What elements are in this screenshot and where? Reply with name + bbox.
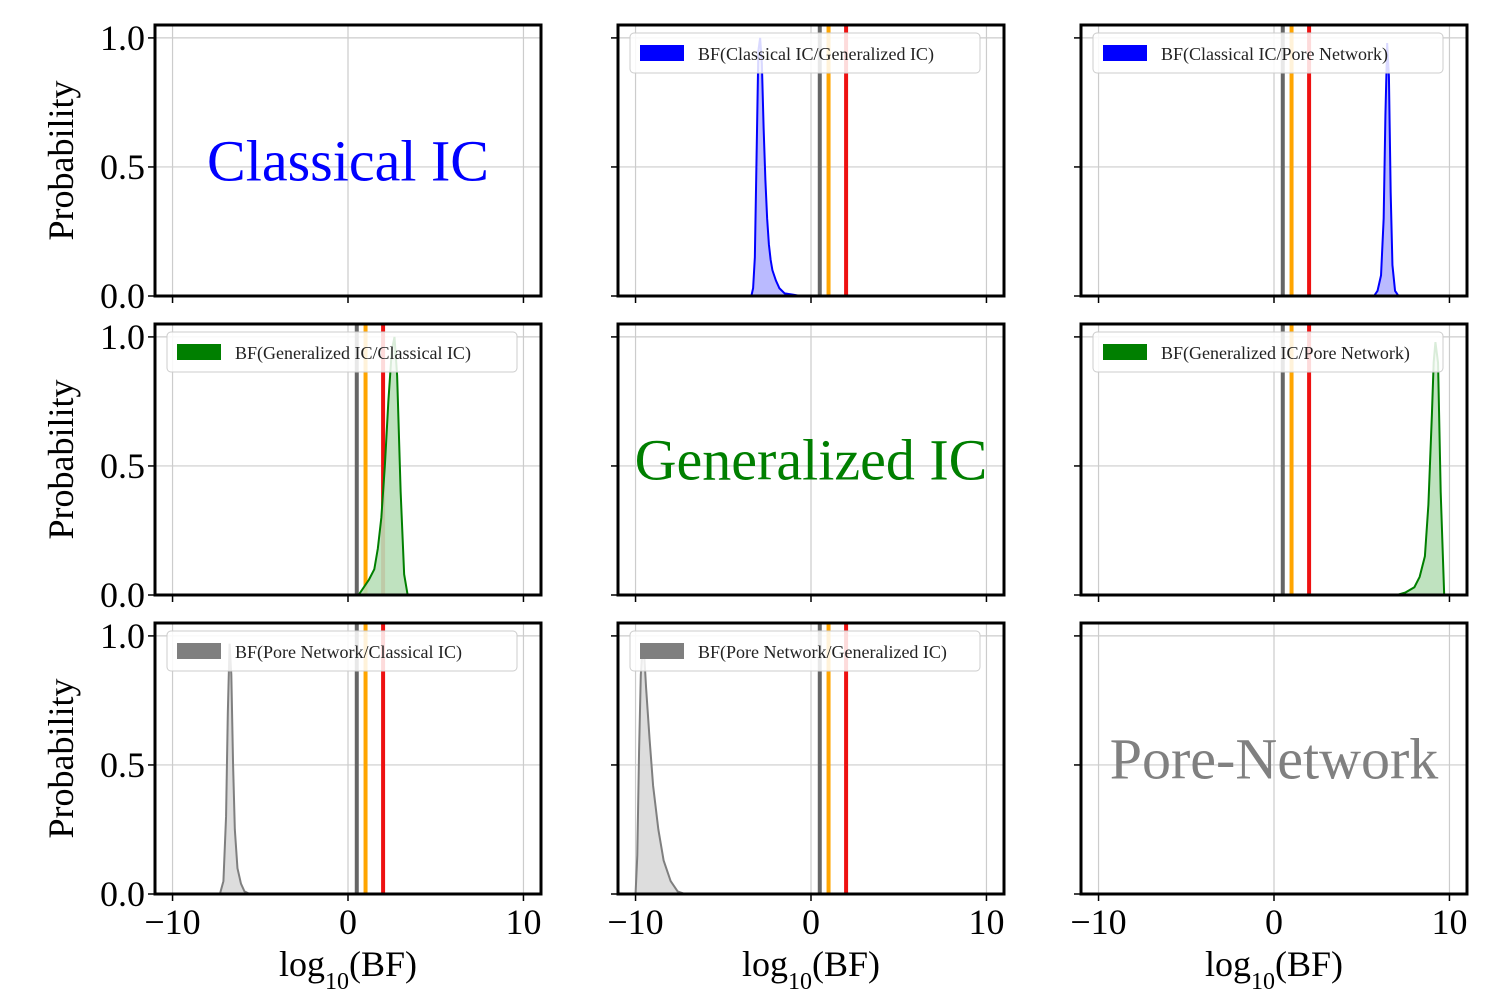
legend-box [1092,32,1444,74]
x-tick-label: 10 [1431,902,1467,942]
panel-r2-c1: BF(Pore Network/Generalized IC) −10 0 10 log… [607,621,1006,995]
x-tick-label: 0 [802,902,820,942]
legend-swatch [177,344,221,360]
legend-box [1092,331,1444,373]
panel-model-label: Generalized IC [635,428,988,493]
legend-swatch [640,643,684,659]
y-axis-label: Probability [41,679,81,839]
density-area [1396,342,1445,595]
legend-swatch [1103,45,1147,61]
panel-r1-c2: BF(Generalized IC/Pore Network) [1074,322,1469,602]
x-tick-label: 0 [1265,902,1283,942]
legend-entry: BF(Classical IC/Generalized IC) [698,44,934,65]
y-axis-label: Probability [41,380,81,540]
density-line [1396,341,1446,596]
panel-r0-c1: BF(Classical IC/Generalized IC) [611,23,1006,303]
legend-entry: BF(Classical IC/Pore Network) [1161,44,1388,65]
x-tick-label: 0 [339,902,357,942]
density-area [219,643,250,894]
legend-box [166,630,518,672]
y-tick-label: 0.5 [100,147,145,187]
x-tick-label: −10 [1070,902,1126,942]
legend-box [166,331,518,373]
panel-r2-c0: BF(Pore Network/Classical IC) 0.0 0.5 1.0 Pr… [41,616,543,995]
legend-entry: BF(Pore Network/Classical IC) [235,642,462,663]
y-tick-label: 1.0 [100,317,145,357]
legend-entry: BF(Generalized IC/Classical IC) [235,343,471,364]
panel-model-label: Pore-Network [1110,727,1439,792]
y-axis-label: Probability [41,81,81,241]
density-line [634,648,686,895]
y-tick-label: 1.0 [100,18,145,58]
x-tick-label: −10 [607,902,663,942]
density-line [357,336,409,596]
panel-r1-c0: BF(Generalized IC/Classical IC) 0.0 0.5 1.0… [41,317,543,615]
density-line [750,37,801,297]
legend-entry: BF(Pore Network/Generalized IC) [698,642,947,663]
density-area [1374,43,1399,296]
x-axis-label: log10(BF) [279,944,417,995]
panel-r1-c1: Generalized IC [611,322,1006,602]
y-tick-label: 0.0 [100,276,145,316]
density-area [751,37,801,297]
legend-swatch [1103,344,1147,360]
panel-model-label: Classical IC [207,129,489,194]
legend-swatch [640,45,684,61]
legend-box [629,630,981,672]
density-area [358,336,408,595]
x-tick-label: −10 [144,902,200,942]
panel-r2-c2: Pore-Network −10 0 10 log10(BF) [1070,621,1469,995]
panel-r0-c0: Classical IC 0.0 0.5 1.0 Probability [41,18,543,316]
x-axis-label: log10(BF) [1205,944,1343,995]
x-axis-label: log10(BF) [742,944,880,995]
y-tick-label: 0.0 [100,874,145,914]
x-tick-label: 10 [505,902,541,942]
y-tick-label: 0.5 [100,446,145,486]
x-tick-label: 10 [968,902,1004,942]
density-area [635,648,685,894]
panel-r0-c2: BF(Classical IC/Pore Network) [1074,23,1469,303]
legend-swatch [177,643,221,659]
legend-box [629,32,981,74]
legend-entry: BF(Generalized IC/Pore Network) [1161,343,1410,364]
y-tick-label: 1.0 [100,616,145,656]
y-tick-label: 0.0 [100,575,145,615]
y-tick-label: 0.5 [100,745,145,785]
density-line [218,643,251,895]
